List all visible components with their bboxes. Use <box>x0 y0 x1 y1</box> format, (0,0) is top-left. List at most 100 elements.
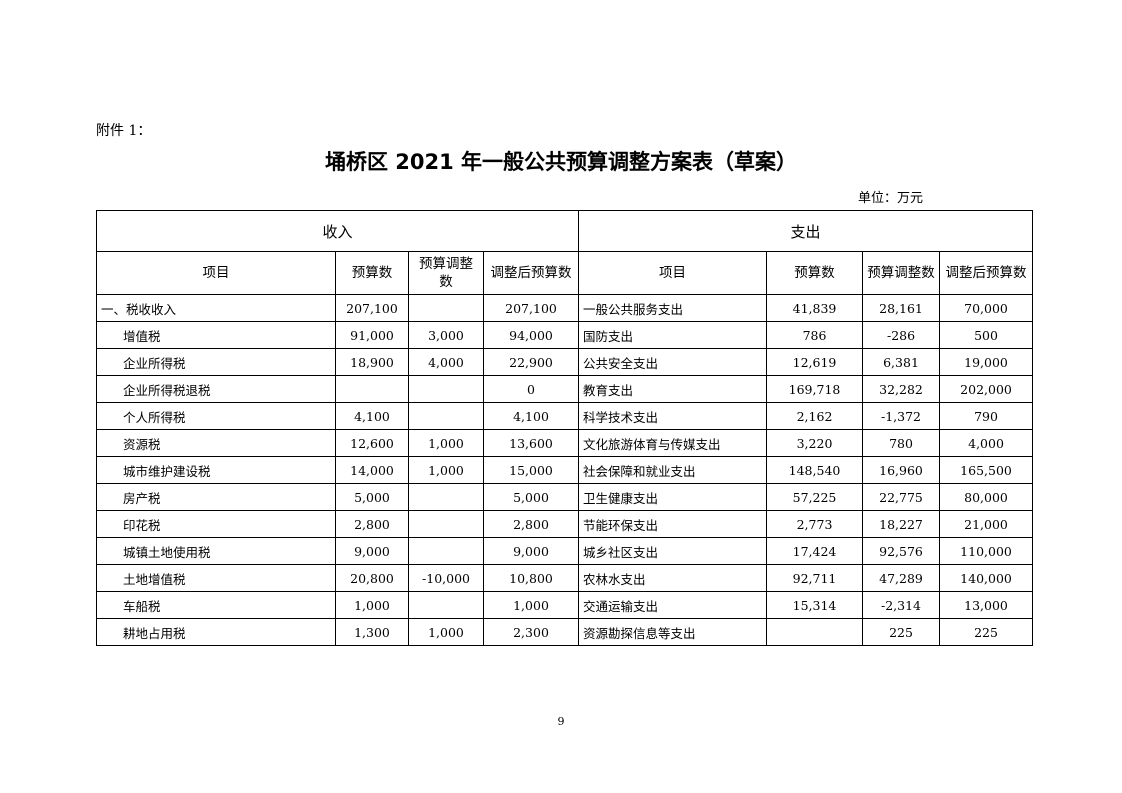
expense-item-cell: 节能环保支出 <box>578 510 768 538</box>
income-item-cell: 土地增值税 <box>96 564 336 592</box>
income-item-cell: 个人所得税 <box>96 402 336 430</box>
table-row: 一、税收收入 207,100 207,100 一般公共服务支出 41,839 28,161… <box>96 294 1034 322</box>
income-adjusted-cell: 1,000 <box>482 591 580 619</box>
expense-adjusted-cell: 70,000 <box>939 294 1034 322</box>
income-section-header: 收入 <box>95 210 580 252</box>
income-adjusted-cell: 9,000 <box>482 537 580 565</box>
table-row: 城市维护建设税 14,000 1,000 15,000 社会保障和就业支出 148,540… <box>96 456 1034 484</box>
table-row: 车船税 1,000 1,000 交通运输支出 15,314 -2,314 13,000 <box>96 591 1034 619</box>
col-header: 调整后预算数 <box>939 251 1034 295</box>
expense-item-cell: 社会保障和就业支出 <box>578 456 768 484</box>
table-row: 企业所得税退税 0 教育支出 169,718 32,282 202,000 <box>96 375 1034 403</box>
income-adjusted-cell: 2,300 <box>482 618 580 646</box>
expense-item-cell: 城乡社区支出 <box>578 537 768 565</box>
income-adjust-cell <box>408 294 484 322</box>
income-item-cell: 印花税 <box>96 510 336 538</box>
expense-budget-cell: 17,424 <box>766 537 864 565</box>
income-item-cell: 车船税 <box>96 591 336 619</box>
table-row: 城镇土地使用税 9,000 9,000 城乡社区支出 17,424 92,576 110,0… <box>96 537 1034 565</box>
expense-adjust-cell: -2,314 <box>862 591 941 619</box>
expense-budget-cell: 148,540 <box>766 456 864 484</box>
table-row: 增值税 91,000 3,000 94,000 国防支出 786 -286 500 <box>96 321 1034 349</box>
income-adjusted-cell: 5,000 <box>482 483 580 511</box>
expense-budget-cell: 15,314 <box>766 591 864 619</box>
expense-adjusted-cell: 4,000 <box>939 429 1034 457</box>
table-row: 印花税 2,800 2,800 节能环保支出 2,773 18,227 21,000 <box>96 510 1034 538</box>
col-header: 调整后预算数 <box>482 251 580 295</box>
expense-adjust-cell: 780 <box>862 429 941 457</box>
table-row: 耕地占用税 1,300 1,000 2,300 资源勘探信息等支出 225 225 <box>96 618 1034 646</box>
col-header: 预算数 <box>335 251 409 295</box>
income-adjust-cell: 1,000 <box>408 618 484 646</box>
income-budget-cell: 1,000 <box>335 591 409 619</box>
expense-adjust-cell: -286 <box>862 321 941 349</box>
expense-budget-cell <box>766 618 864 646</box>
table-row: 企业所得税 18,900 4,000 22,900 公共安全支出 12,619 6,381 1… <box>96 348 1034 376</box>
attachment-label: 附件 1： <box>96 123 152 139</box>
expense-item-cell: 卫生健康支出 <box>578 483 768 511</box>
income-budget-cell: 4,100 <box>335 402 409 430</box>
expense-adjusted-cell: 790 <box>939 402 1034 430</box>
expense-item-cell: 文化旅游体育与传媒支出 <box>578 429 768 457</box>
income-adjust-cell: 1,000 <box>408 456 484 484</box>
expense-budget-cell: 41,839 <box>766 294 864 322</box>
expense-adjust-cell: 32,282 <box>862 375 941 403</box>
income-budget-cell: 1,300 <box>335 618 409 646</box>
expense-adjusted-cell: 110,000 <box>939 537 1034 565</box>
expense-adjust-cell: 225 <box>862 618 941 646</box>
expense-item-cell: 一般公共服务支出 <box>578 294 768 322</box>
expense-budget-cell: 92,711 <box>766 564 864 592</box>
expense-adjust-cell: 92,576 <box>862 537 941 565</box>
col-header: 预算调整数 <box>862 251 941 295</box>
income-adjusted-cell: 13,600 <box>482 429 580 457</box>
expense-item-cell: 公共安全支出 <box>578 348 768 376</box>
col-header: 预算调整数 <box>408 251 484 295</box>
expense-adjusted-cell: 80,000 <box>939 483 1034 511</box>
income-item-cell: 资源税 <box>96 429 336 457</box>
expense-item-cell: 国防支出 <box>578 321 768 349</box>
expense-adjusted-cell: 165,500 <box>939 456 1034 484</box>
income-adjusted-cell: 10,800 <box>482 564 580 592</box>
income-budget-cell: 12,600 <box>335 429 409 457</box>
expense-item-cell: 农林水支出 <box>578 564 768 592</box>
income-adjusted-cell: 207,100 <box>482 294 580 322</box>
income-budget-cell <box>335 375 409 403</box>
income-adjusted-cell: 2,800 <box>482 510 580 538</box>
table-row: 土地增值税 20,800 -10,000 10,800 农林水支出 92,711 47,28… <box>96 564 1034 592</box>
income-item-cell: 房产税 <box>96 483 336 511</box>
expense-budget-cell: 57,225 <box>766 483 864 511</box>
expense-section-header: 支出 <box>578 210 1034 252</box>
income-item-cell: 城镇土地使用税 <box>96 537 336 565</box>
expense-item-cell: 交通运输支出 <box>578 591 768 619</box>
expense-adjust-cell: 18,227 <box>862 510 941 538</box>
income-adjusted-cell: 94,000 <box>482 321 580 349</box>
expense-adjust-cell: -1,372 <box>862 402 941 430</box>
document-title: 埇桥区 2021 年一般公共预算调整方案表（草案） <box>324 150 798 174</box>
income-adjusted-cell: 4,100 <box>482 402 580 430</box>
expense-item-cell: 教育支出 <box>578 375 768 403</box>
income-adjust-cell <box>408 375 484 403</box>
income-budget-cell: 91,000 <box>335 321 409 349</box>
expense-adjust-cell: 47,289 <box>862 564 941 592</box>
expense-adjusted-cell: 202,000 <box>939 375 1034 403</box>
income-item-cell: 耕地占用税 <box>96 618 336 646</box>
expense-adjusted-cell: 225 <box>939 618 1034 646</box>
table-row: 个人所得税 4,100 4,100 科学技术支出 2,162 -1,372 790 <box>96 402 1034 430</box>
expense-budget-cell: 3,220 <box>766 429 864 457</box>
expense-adjust-cell: 16,960 <box>862 456 941 484</box>
expense-budget-cell: 169,718 <box>766 375 864 403</box>
expense-item-cell: 资源勘探信息等支出 <box>578 618 768 646</box>
income-adjusted-cell: 22,900 <box>482 348 580 376</box>
expense-adjust-cell: 6,381 <box>862 348 941 376</box>
income-adjust-cell <box>408 483 484 511</box>
income-adjusted-cell: 0 <box>482 375 580 403</box>
income-adjust-cell <box>408 510 484 538</box>
expense-adjusted-cell: 19,000 <box>939 348 1034 376</box>
col-header: 项目 <box>96 251 336 295</box>
income-budget-cell: 2,800 <box>335 510 409 538</box>
expense-budget-cell: 2,162 <box>766 402 864 430</box>
budget-table: 收入 支出 项目 预算数 预算调整数 调整后预算数 项目 预算数 预算调整数 调… <box>95 210 1034 646</box>
income-budget-cell: 207,100 <box>335 294 409 322</box>
income-adjusted-cell: 15,000 <box>482 456 580 484</box>
income-budget-cell: 18,900 <box>335 348 409 376</box>
